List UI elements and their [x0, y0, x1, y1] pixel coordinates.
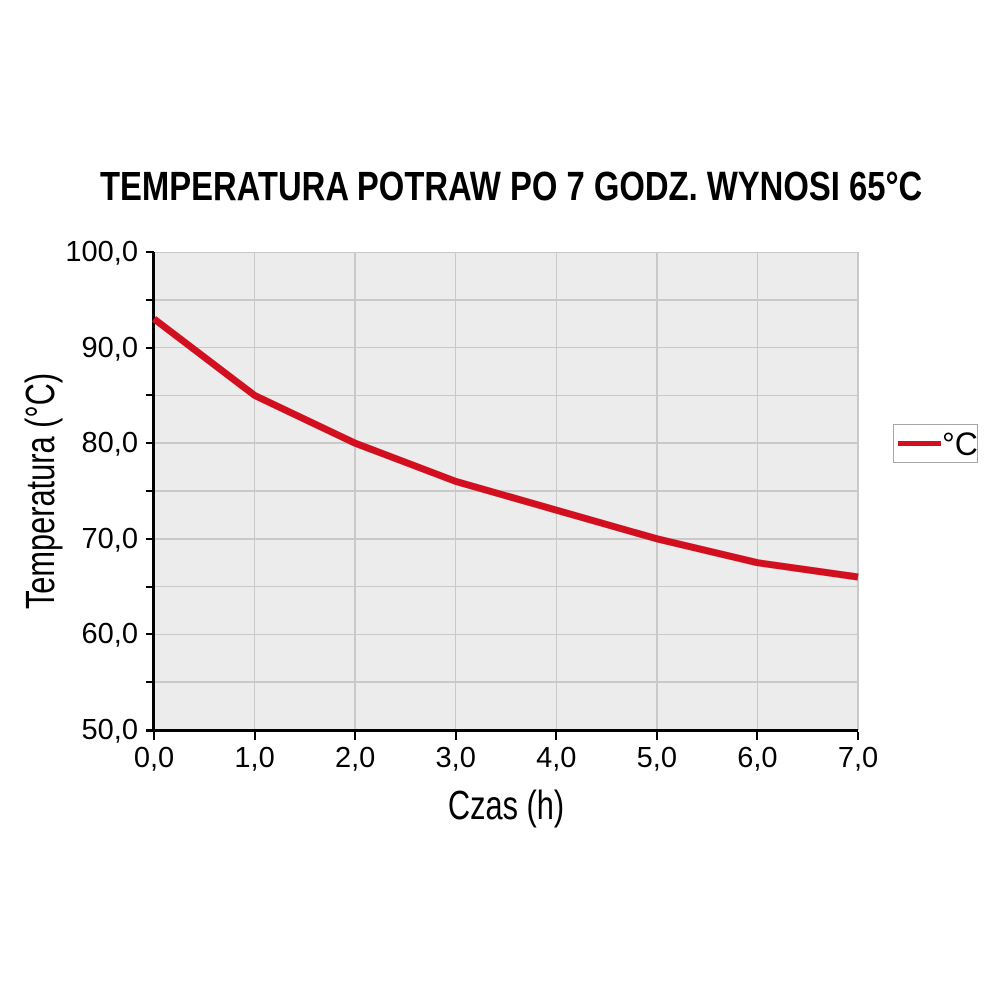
y-axis-tick [146, 681, 154, 684]
x-tick-label: 1,0 [234, 742, 275, 774]
x-tick-label: 0,0 [133, 742, 175, 774]
y-axis-tick [146, 633, 154, 636]
x-axis-tick [354, 732, 357, 740]
x-axis-title: Czas (h) [447, 782, 565, 828]
y-axis-tick [146, 298, 154, 301]
y-axis-tick [146, 346, 154, 349]
y-tick-label: 70,0 [81, 522, 138, 555]
grid-line-horizontal [154, 538, 858, 540]
x-tick-label: 6,0 [737, 742, 778, 774]
grid-line-horizontal [154, 299, 858, 301]
x-axis-tick [253, 732, 256, 740]
legend-line-swatch [898, 441, 941, 446]
x-axis-line [146, 729, 858, 732]
y-axis-tick [146, 585, 154, 588]
grid-line-horizontal [154, 394, 858, 397]
grid-line-horizontal [154, 633, 858, 636]
y-axis-tick [146, 490, 154, 492]
y-tick-label: 80,0 [81, 427, 138, 460]
x-tick-label: 7,0 [837, 742, 879, 774]
x-tick-label: 2,0 [334, 742, 376, 774]
y-axis-line [152, 252, 155, 732]
y-axis-tick [146, 251, 154, 253]
y-tick-label: 50,0 [81, 714, 138, 746]
x-axis-tick [655, 732, 658, 740]
grid-line-horizontal [154, 346, 858, 349]
x-tick-label: 5,0 [636, 742, 677, 774]
grid-line-horizontal [154, 681, 858, 683]
y-tick-label: 100,0 [65, 236, 138, 268]
x-axis-tick [756, 732, 759, 740]
chart-title: TEMPERATURA POTRAW PO 7 GODZ. WYNOSI 65°… [100, 163, 923, 209]
x-axis-tick [454, 732, 457, 740]
legend: °C [893, 424, 978, 463]
legend-label: °C [942, 425, 978, 462]
y-axis-tick [146, 537, 154, 540]
x-axis-tick [555, 732, 558, 740]
y-axis-tick [146, 442, 154, 445]
y-axis-tick [146, 394, 154, 397]
x-axis-tick [153, 732, 155, 740]
grid-line-horizontal [154, 490, 858, 492]
y-tick-label: 60,0 [81, 618, 138, 651]
y-tick-label: 90,0 [81, 331, 138, 364]
y-axis-title: Temperatura (°C) [17, 372, 63, 610]
grid-line-horizontal [154, 585, 858, 588]
grid-line-horizontal [154, 442, 858, 444]
x-tick-label: 4,0 [536, 742, 577, 774]
x-axis-tick [857, 732, 859, 740]
x-tick-label: 3,0 [435, 742, 476, 774]
